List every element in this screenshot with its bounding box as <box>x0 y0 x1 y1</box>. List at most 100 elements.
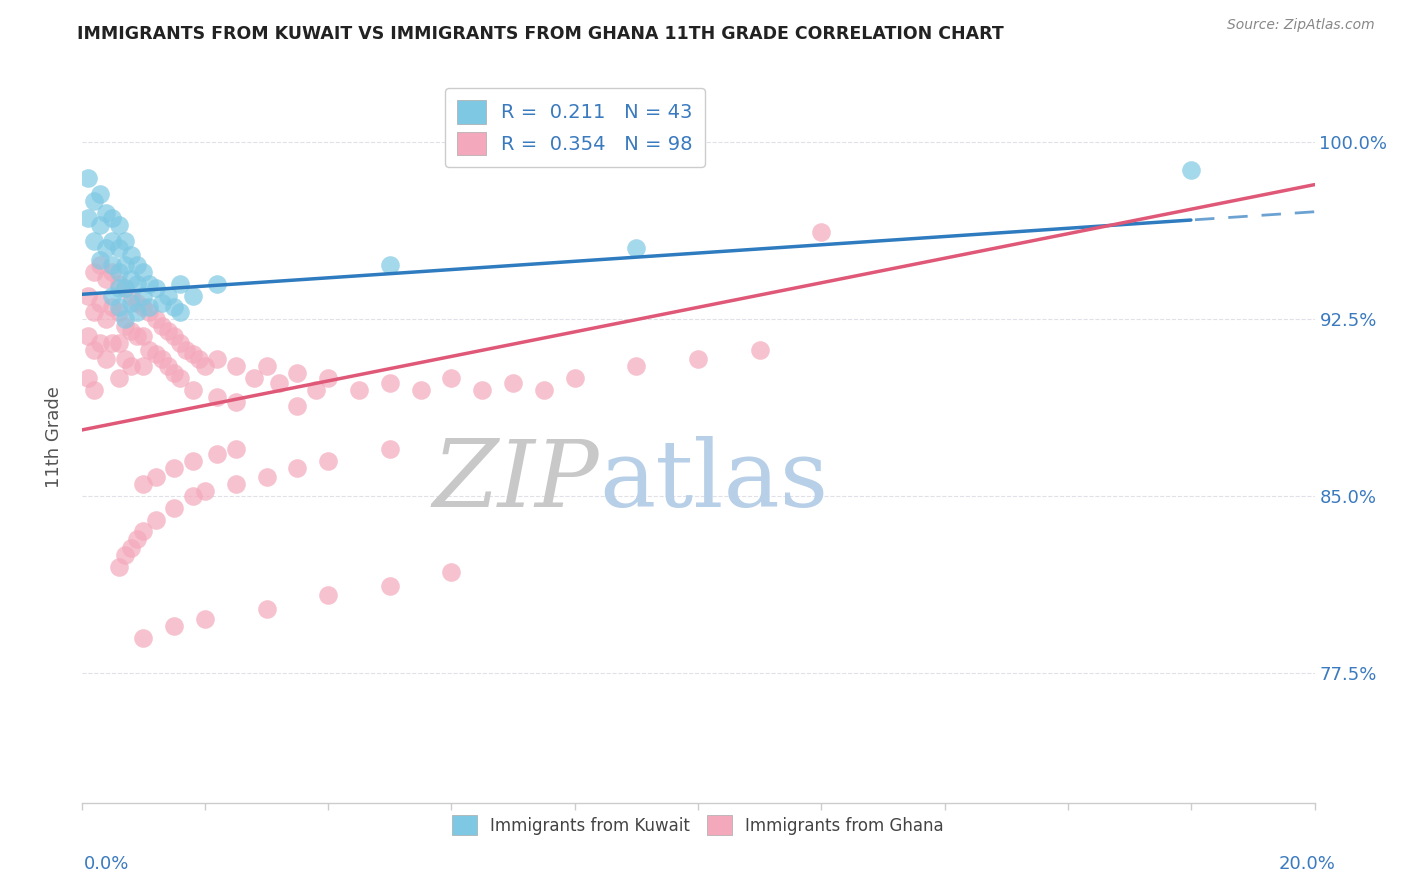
Point <box>101 288 124 302</box>
Text: Source: ZipAtlas.com: Source: ZipAtlas.com <box>1227 18 1375 32</box>
Point <box>120 288 142 302</box>
Point <box>125 305 148 319</box>
Point <box>83 194 105 208</box>
Point <box>187 352 209 367</box>
Text: 0.0%: 0.0% <box>84 855 129 872</box>
Point <box>138 305 160 319</box>
Point <box>125 258 148 272</box>
Point <box>83 383 105 397</box>
Point <box>76 371 98 385</box>
Point <box>132 477 155 491</box>
Point <box>145 312 167 326</box>
Point <box>120 324 142 338</box>
Point <box>471 383 494 397</box>
Point <box>114 281 136 295</box>
Point <box>125 532 148 546</box>
Point <box>107 265 129 279</box>
Point <box>101 211 124 225</box>
Point <box>145 347 167 361</box>
Point <box>194 484 217 499</box>
Point <box>76 328 98 343</box>
Point <box>156 288 179 302</box>
Point <box>181 383 204 397</box>
Point <box>409 383 432 397</box>
Point <box>688 352 710 367</box>
Point <box>145 513 167 527</box>
Point <box>107 305 129 319</box>
Legend: Immigrants from Kuwait, Immigrants from Ghana: Immigrants from Kuwait, Immigrants from … <box>446 808 950 842</box>
Point <box>83 343 105 357</box>
Point <box>150 295 173 310</box>
Point <box>107 277 129 291</box>
Point <box>107 281 129 295</box>
Point <box>114 312 136 326</box>
Point <box>316 371 339 385</box>
Point <box>120 359 142 374</box>
Point <box>96 206 118 220</box>
Text: ZIP: ZIP <box>433 436 599 526</box>
Point <box>120 248 142 262</box>
Point <box>125 295 148 310</box>
Point <box>132 301 155 315</box>
Point <box>101 335 124 350</box>
Point <box>114 319 136 334</box>
Point <box>225 477 247 491</box>
Text: 20.0%: 20.0% <box>1279 855 1336 872</box>
Point <box>305 383 328 397</box>
Point <box>181 288 204 302</box>
Point <box>96 241 118 255</box>
Point <box>132 288 155 302</box>
Point <box>156 359 179 374</box>
Point <box>378 442 401 456</box>
Point <box>181 347 204 361</box>
Point <box>378 579 401 593</box>
Point <box>120 295 142 310</box>
Point <box>1180 163 1202 178</box>
Point <box>626 359 648 374</box>
Point <box>256 470 278 484</box>
Point <box>114 548 136 562</box>
Point <box>89 295 111 310</box>
Point <box>502 376 524 390</box>
Point <box>316 453 339 467</box>
Point <box>107 241 129 255</box>
Point <box>96 272 118 286</box>
Point <box>378 376 401 390</box>
Point <box>256 359 278 374</box>
Point <box>225 442 247 456</box>
Point <box>225 359 247 374</box>
Point <box>96 352 118 367</box>
Point <box>378 258 401 272</box>
Point <box>156 324 179 338</box>
Point <box>107 335 129 350</box>
Point <box>89 253 111 268</box>
Point <box>205 277 228 291</box>
Point <box>150 352 173 367</box>
Point <box>114 281 136 295</box>
Point <box>132 631 155 645</box>
Point <box>225 394 247 409</box>
Text: IMMIGRANTS FROM KUWAIT VS IMMIGRANTS FROM GHANA 11TH GRADE CORRELATION CHART: IMMIGRANTS FROM KUWAIT VS IMMIGRANTS FRO… <box>77 25 1004 43</box>
Point <box>163 460 186 475</box>
Point <box>145 281 167 295</box>
Point <box>125 277 148 291</box>
Point <box>107 301 129 315</box>
Point <box>132 265 155 279</box>
Point <box>145 470 167 484</box>
Point <box>169 305 191 319</box>
Point <box>285 367 308 381</box>
Point <box>89 258 111 272</box>
Point <box>163 367 186 381</box>
Point <box>267 376 290 390</box>
Point <box>89 335 111 350</box>
Point <box>169 371 191 385</box>
Point <box>101 234 124 248</box>
Point <box>132 328 155 343</box>
Point <box>205 390 228 404</box>
Point <box>132 524 155 539</box>
Point <box>76 288 98 302</box>
Text: atlas: atlas <box>599 436 828 526</box>
Point <box>564 371 586 385</box>
Point <box>101 301 124 315</box>
Point <box>285 460 308 475</box>
